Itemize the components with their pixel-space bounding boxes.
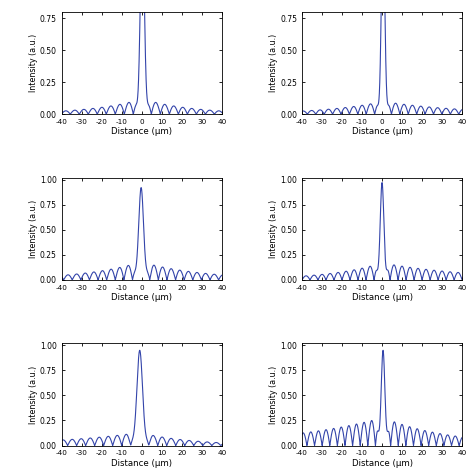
Y-axis label: Intensity (a.u.): Intensity (a.u.): [269, 365, 278, 424]
Y-axis label: Intensity (a.u.): Intensity (a.u.): [269, 34, 278, 92]
Y-axis label: Intensity (a.u.): Intensity (a.u.): [269, 200, 278, 258]
Y-axis label: Intensity (a.u.): Intensity (a.u.): [28, 200, 37, 258]
X-axis label: Distance (μm): Distance (μm): [352, 127, 412, 136]
Y-axis label: Intensity (a.u.): Intensity (a.u.): [28, 34, 37, 92]
Y-axis label: Intensity (a.u.): Intensity (a.u.): [28, 365, 37, 424]
X-axis label: Distance (μm): Distance (μm): [352, 293, 412, 302]
X-axis label: Distance (μm): Distance (μm): [111, 127, 172, 136]
X-axis label: Distance (μm): Distance (μm): [352, 458, 412, 467]
X-axis label: Distance (μm): Distance (μm): [111, 458, 172, 467]
X-axis label: Distance (μm): Distance (μm): [111, 293, 172, 302]
